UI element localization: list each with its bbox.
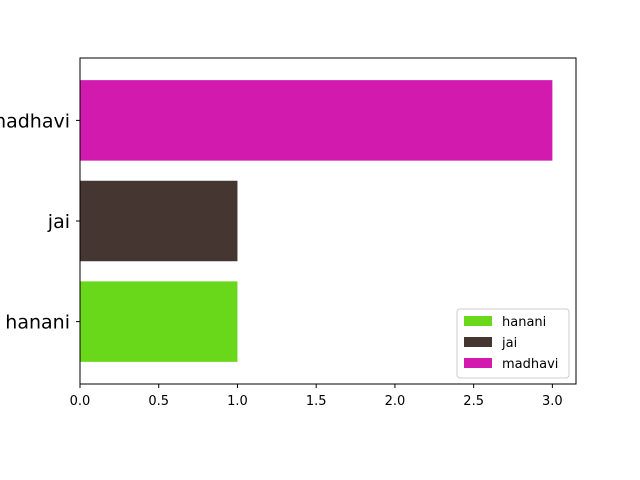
legend-label-jai: jai <box>501 336 517 351</box>
x-tick-label-2.0: 2.0 <box>385 394 406 409</box>
legend-label-madhavi: madhavi <box>502 357 558 372</box>
legend-label-hanani: hanani <box>502 315 546 330</box>
bars-layer <box>80 80 553 362</box>
x-tick-label-0.0: 0.0 <box>70 394 91 409</box>
bar-jai <box>80 180 238 262</box>
x-tick-label-1.5: 1.5 <box>306 394 327 409</box>
legend: hanani jai madhavi <box>456 308 570 379</box>
x-axis: 0.0 0.5 1.0 1.5 2.0 2.5 3.0 <box>70 384 563 409</box>
y-tick-label-jai: jai <box>47 211 70 233</box>
legend-swatch-jai <box>464 337 492 347</box>
bar-madhavi <box>80 80 553 161</box>
legend-swatch-madhavi <box>464 358 492 368</box>
y-tick-label-hanani: hanani <box>5 312 70 334</box>
legend-swatch-hanani <box>464 316 492 326</box>
x-tick-label-1.0: 1.0 <box>227 394 248 409</box>
y-axis: hanani jai madhavi <box>0 110 80 334</box>
y-tick-label-madhavi: madhavi <box>0 110 70 132</box>
x-tick-label-3.0: 3.0 <box>542 394 563 409</box>
bar-hanani <box>80 281 238 362</box>
x-tick-label-0.5: 0.5 <box>148 394 169 409</box>
x-tick-label-2.5: 2.5 <box>463 394 484 409</box>
